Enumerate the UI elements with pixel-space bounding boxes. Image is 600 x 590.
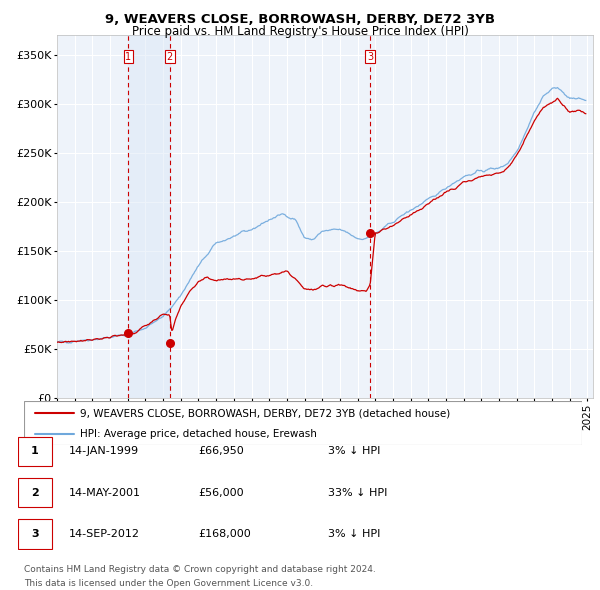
Text: £66,950: £66,950 [199, 447, 244, 456]
Text: £168,000: £168,000 [199, 529, 251, 539]
Text: 14-JAN-1999: 14-JAN-1999 [69, 447, 139, 456]
FancyBboxPatch shape [18, 519, 52, 549]
Bar [128, 35, 170, 398]
Text: 3: 3 [367, 52, 373, 62]
Text: This data is licensed under the Open Government Licence v3.0.: This data is licensed under the Open Gov… [24, 579, 313, 588]
Text: £56,000: £56,000 [199, 488, 244, 497]
Text: 1: 1 [31, 447, 39, 456]
Text: 3% ↓ HPI: 3% ↓ HPI [328, 447, 380, 456]
FancyBboxPatch shape [24, 401, 582, 445]
Text: Contains HM Land Registry data © Crown copyright and database right 2024.: Contains HM Land Registry data © Crown c… [24, 565, 376, 574]
Text: 2: 2 [167, 52, 173, 62]
FancyBboxPatch shape [18, 437, 52, 466]
FancyBboxPatch shape [18, 478, 52, 507]
Text: Price paid vs. HM Land Registry's House Price Index (HPI): Price paid vs. HM Land Registry's House … [131, 25, 469, 38]
Text: 3% ↓ HPI: 3% ↓ HPI [328, 529, 380, 539]
Text: 1: 1 [125, 52, 131, 62]
Text: 14-SEP-2012: 14-SEP-2012 [69, 529, 140, 539]
Text: 14-MAY-2001: 14-MAY-2001 [69, 488, 141, 497]
Text: 33% ↓ HPI: 33% ↓ HPI [328, 488, 388, 497]
Text: 3: 3 [31, 529, 39, 539]
Text: HPI: Average price, detached house, Erewash: HPI: Average price, detached house, Erew… [80, 430, 317, 440]
Text: 9, WEAVERS CLOSE, BORROWASH, DERBY, DE72 3YB (detached house): 9, WEAVERS CLOSE, BORROWASH, DERBY, DE72… [80, 408, 450, 418]
Text: 2: 2 [31, 488, 39, 497]
Text: 9, WEAVERS CLOSE, BORROWASH, DERBY, DE72 3YB: 9, WEAVERS CLOSE, BORROWASH, DERBY, DE72… [105, 13, 495, 26]
